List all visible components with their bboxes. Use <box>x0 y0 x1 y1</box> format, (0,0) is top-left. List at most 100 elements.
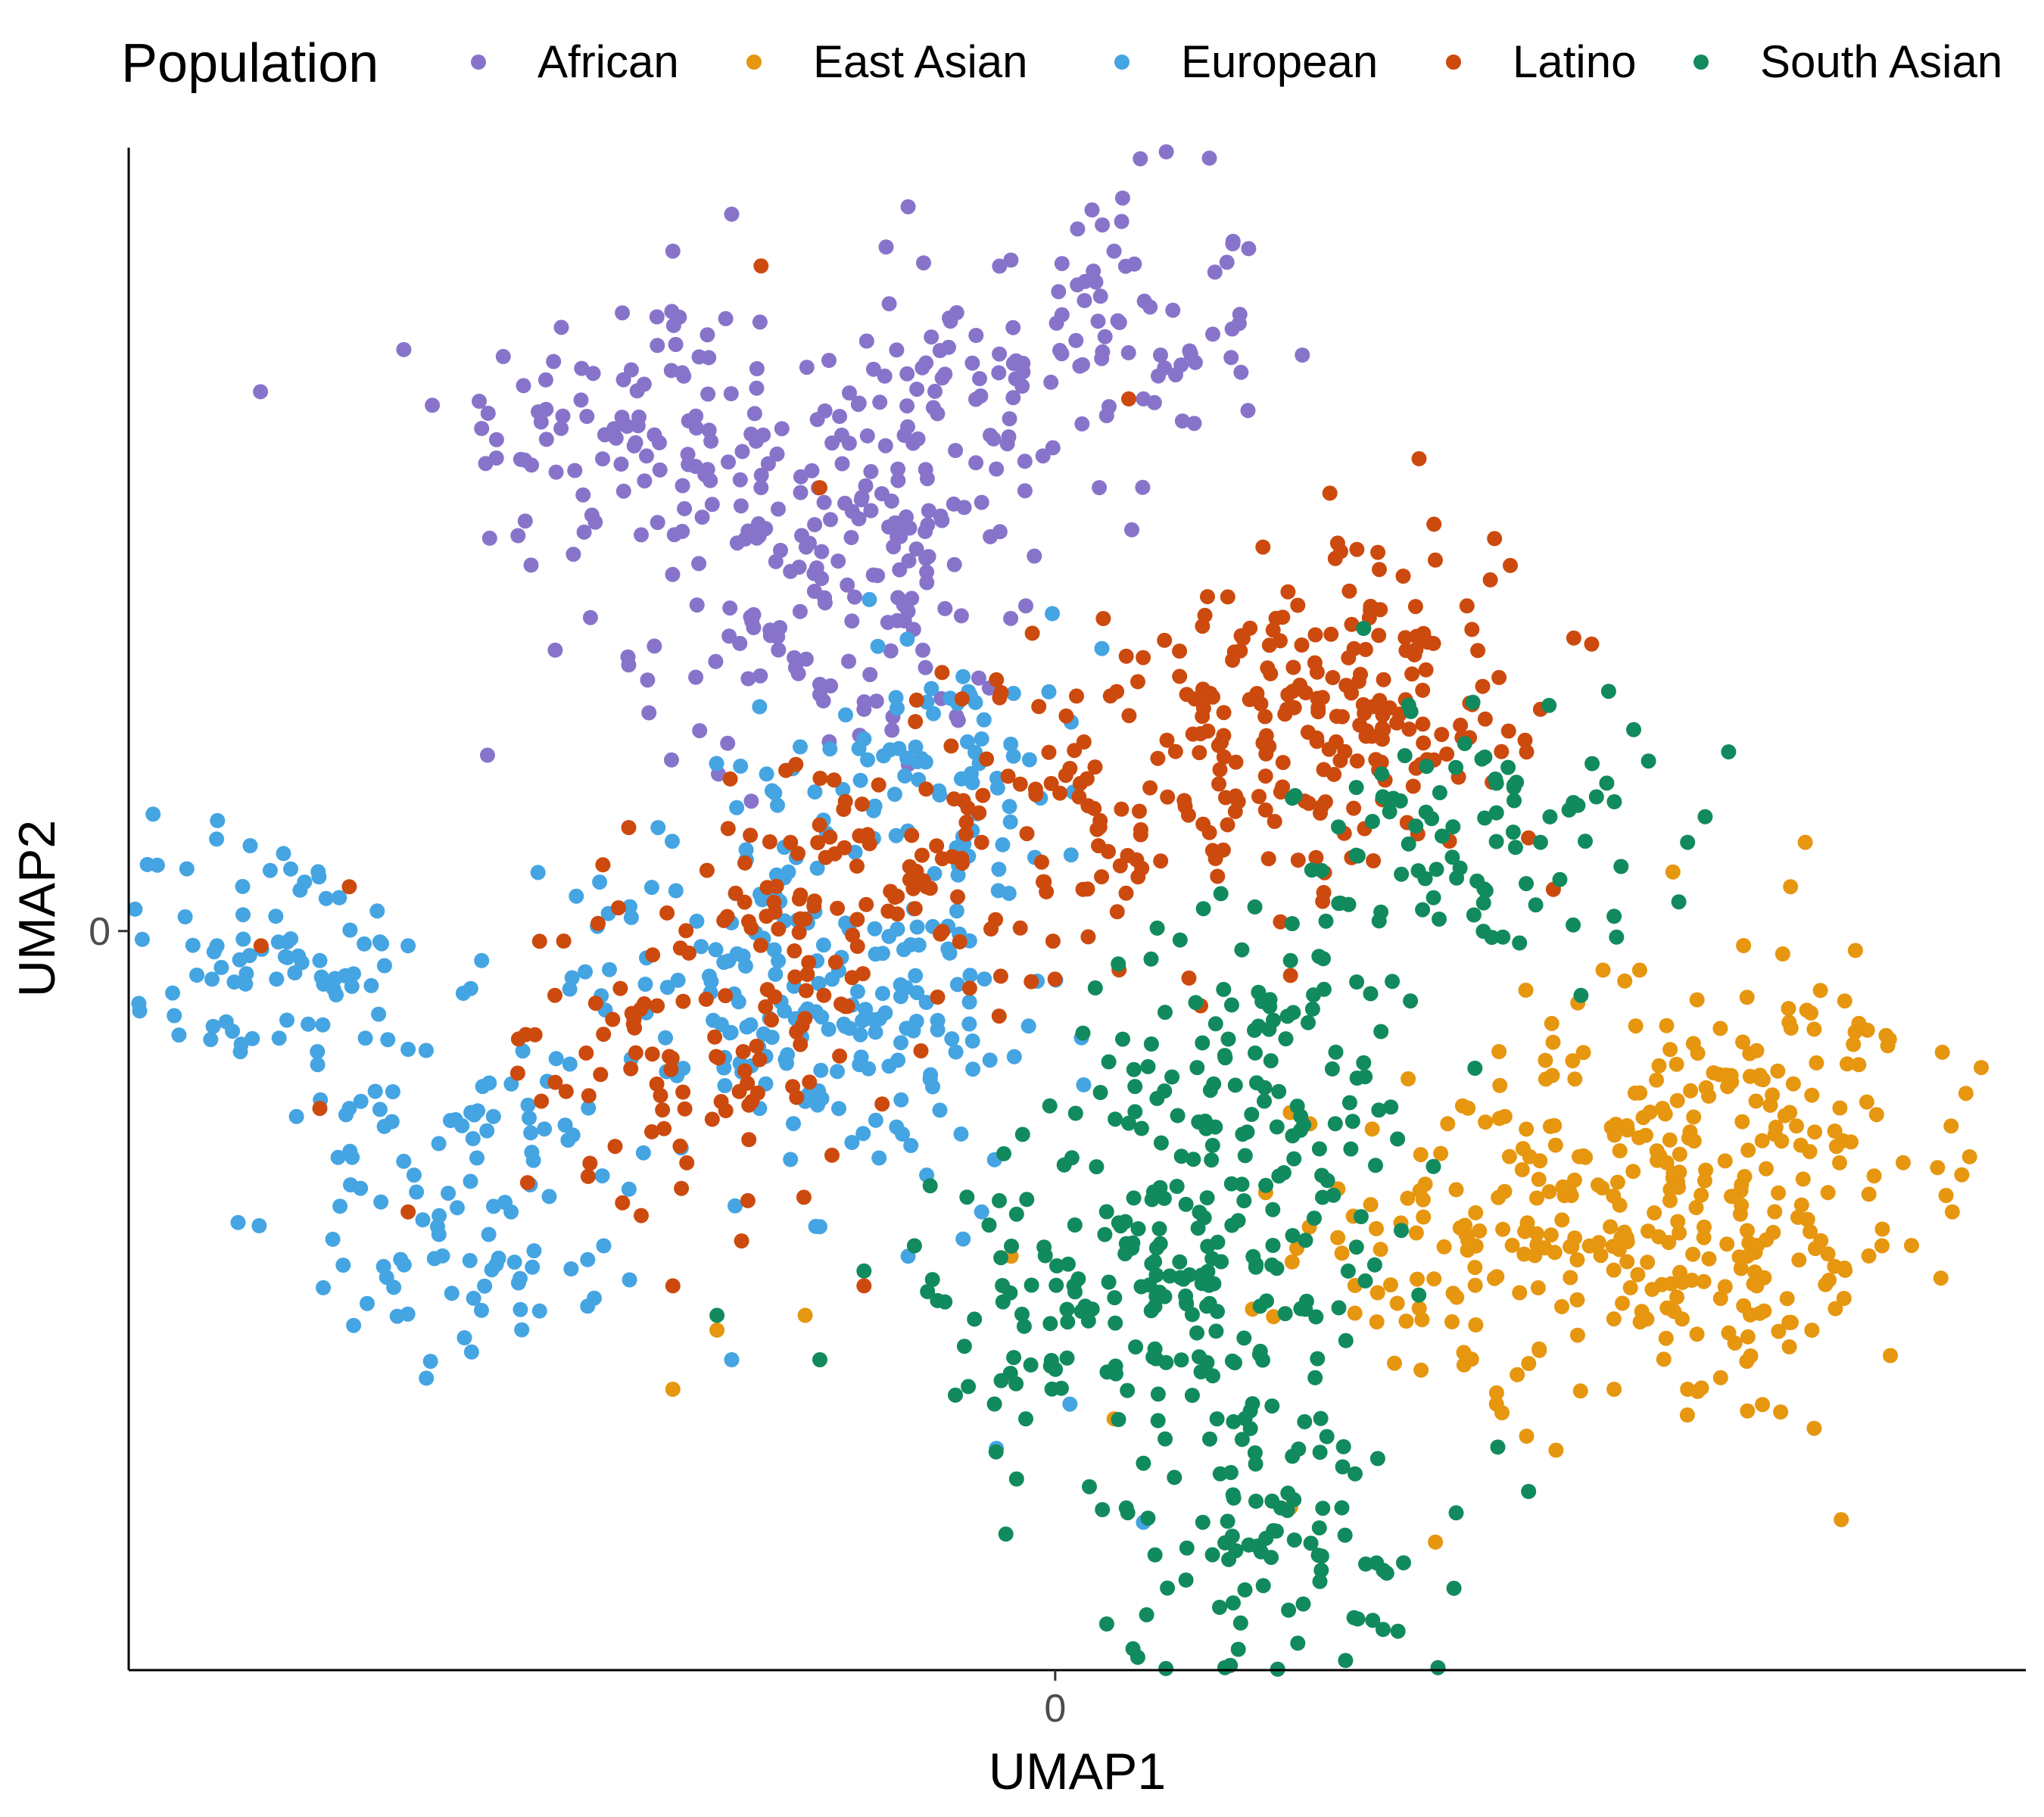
point-african <box>814 544 830 559</box>
point-european <box>811 976 827 991</box>
point-latino <box>679 1155 695 1170</box>
point-latino <box>1160 789 1176 805</box>
point-south-asian <box>1117 1246 1133 1262</box>
legend-item-south-asian: South Asian <box>1693 36 2002 87</box>
point-south-asian <box>1344 1114 1360 1130</box>
point-european <box>731 994 746 1010</box>
point-european <box>564 970 580 986</box>
point-african <box>865 361 881 377</box>
point-south-asian <box>1286 1532 1302 1548</box>
point-european <box>871 1150 887 1166</box>
point-latino <box>943 738 959 754</box>
point-south-asian <box>1153 1135 1169 1151</box>
point-latino <box>826 772 842 788</box>
point-east-asian <box>1771 1185 1787 1201</box>
point-latino <box>1408 642 1424 657</box>
point-european <box>635 1145 651 1161</box>
point-south-asian <box>1349 1071 1365 1086</box>
point-east-asian <box>1748 1093 1764 1109</box>
point-south-asian <box>1067 1105 1083 1121</box>
point-south-asian <box>1606 794 1622 809</box>
point-european <box>127 901 143 917</box>
point-african <box>1106 243 1122 259</box>
point-south-asian <box>1190 1220 1206 1236</box>
point-east-asian <box>1658 1330 1674 1346</box>
point-african <box>1201 150 1217 166</box>
legend-key-south-asian <box>1693 55 1709 70</box>
point-east-asian <box>1593 1248 1609 1264</box>
point-south-asian <box>1584 756 1600 771</box>
point-south-asian <box>1298 1301 1313 1317</box>
point-european <box>327 971 343 986</box>
point-european <box>650 820 666 836</box>
legend-item-latino: Latino <box>1446 36 1636 87</box>
point-south-asian <box>1070 1271 1086 1287</box>
point-south-asian <box>1640 753 1656 769</box>
point-african <box>1153 348 1168 363</box>
point-latino <box>1200 589 1215 605</box>
point-south-asian <box>1341 896 1357 912</box>
point-european <box>1001 886 1017 901</box>
point-latino <box>1089 821 1105 837</box>
point-european <box>537 1121 553 1137</box>
point-south-asian <box>1348 847 1364 863</box>
point-african <box>1114 213 1129 229</box>
point-european <box>737 958 753 974</box>
point-african <box>1182 343 1198 359</box>
point-south-asian <box>1343 1141 1359 1157</box>
point-european <box>1002 814 1018 830</box>
point-african <box>817 595 833 611</box>
point-latino <box>718 988 734 1004</box>
point-south-asian <box>1204 1152 1220 1168</box>
point-east-asian <box>1491 1044 1507 1059</box>
point-african <box>837 495 853 511</box>
point-east-asian <box>1448 1182 1464 1198</box>
point-african <box>953 608 969 624</box>
legend-label-latino: Latino <box>1513 36 1636 87</box>
point-european <box>895 1126 910 1142</box>
point-european <box>1020 1018 1036 1034</box>
point-latino <box>581 1088 597 1104</box>
point-south-asian <box>1435 828 1450 844</box>
point-european <box>621 1181 637 1197</box>
point-east-asian <box>1781 1339 1797 1354</box>
point-european <box>165 985 180 1001</box>
point-south-asian <box>993 1250 1009 1266</box>
point-south-asian <box>1269 1119 1285 1135</box>
point-south-asian <box>1202 1431 1217 1447</box>
point-south-asian <box>1152 1236 1168 1251</box>
point-south-asian <box>1206 1276 1222 1292</box>
point-east-asian <box>1478 1114 1494 1130</box>
point-european <box>343 1177 358 1192</box>
point-african <box>1054 346 1070 362</box>
point-latino <box>1366 601 1382 617</box>
point-south-asian <box>1448 759 1464 775</box>
point-latino <box>1371 628 1387 644</box>
point-african <box>850 397 866 413</box>
point-south-asian <box>1348 1239 1364 1255</box>
point-south-asian <box>1173 1148 1189 1164</box>
point-south-asian <box>1495 929 1511 945</box>
point-east-asian <box>1369 1314 1385 1329</box>
point-african <box>664 752 679 768</box>
point-african <box>676 368 692 384</box>
x-axis-title: UMAP1 <box>989 1743 1166 1800</box>
point-latino <box>1036 874 1052 890</box>
point-latino <box>1405 778 1421 794</box>
point-south-asian <box>1312 1445 1328 1460</box>
point-latino <box>1069 688 1084 704</box>
point-african <box>910 431 926 447</box>
point-latino <box>593 1067 609 1083</box>
point-african <box>692 723 708 739</box>
point-european <box>357 936 372 952</box>
point-european <box>703 974 719 990</box>
point-east-asian <box>1712 1021 1728 1036</box>
point-african <box>1005 319 1021 335</box>
point-east-asian <box>1767 1204 1783 1220</box>
point-south-asian <box>1224 1353 1240 1369</box>
point-south-asian <box>1232 1615 1248 1631</box>
point-latino <box>1286 700 1302 715</box>
point-east-asian <box>1874 1238 1890 1254</box>
point-latino <box>778 762 794 778</box>
point-european <box>838 707 853 723</box>
